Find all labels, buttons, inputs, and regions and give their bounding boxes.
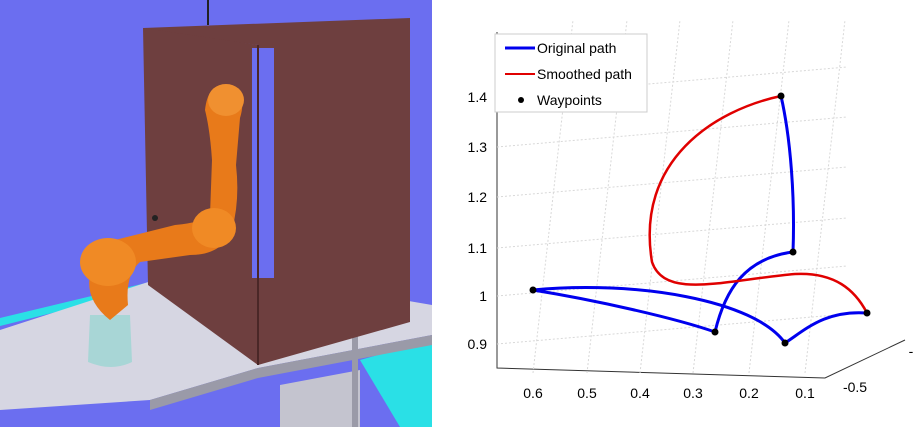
x-axis-ticks: 0.6 0.5 0.4 0.3 0.2 0.1 [523, 385, 815, 401]
robot-joint-elbow [192, 208, 236, 248]
legend-label-smoothed: Smoothed path [537, 66, 632, 82]
grid-line-z [496, 166, 848, 198]
y-tick-label: - [909, 343, 914, 359]
z-tick-label: 1 [479, 288, 487, 304]
legend-label-original: Original path [537, 40, 616, 56]
path-chart: 0.9 1 1.1 1.2 1.3 1.4 0.6 0.5 0.4 0.3 0.2 0.1 -0.5… [435, 0, 923, 427]
y-axis-ticks: -0.5 - [843, 343, 914, 395]
grid-line-x [639, 19, 681, 374]
grid-line-z [496, 265, 848, 297]
grid-line-x [804, 19, 846, 374]
waypoint-marker [529, 286, 537, 294]
y-tick-label: -0.5 [843, 379, 867, 395]
smoothed-path-segment [648, 94, 869, 314]
x-tick-label: 0.6 [523, 385, 543, 401]
grid-line-x [748, 19, 790, 374]
legend-label-waypoints: Waypoints [537, 92, 602, 108]
grid-line-z [496, 313, 848, 345]
waypoint-marker [789, 248, 797, 256]
x-tick-label: 0.5 [577, 385, 597, 401]
original-path-segment [713, 250, 794, 333]
z-axis-ticks: 0.9 1 1.1 1.2 1.3 1.4 [468, 89, 488, 352]
original-path-segment [532, 285, 787, 344]
original-path-segment [779, 95, 795, 253]
z-tick-label: 1.4 [468, 89, 488, 105]
waypoint-marker [711, 328, 719, 336]
original-path-segment [532, 288, 716, 334]
table-leg [352, 335, 358, 427]
door-panel [143, 18, 410, 365]
door-handle [152, 215, 158, 221]
floor-edge-right [360, 340, 432, 427]
grid-line-z [496, 217, 848, 249]
x-tick-label: 0.1 [795, 385, 815, 401]
z-tick-label: 1.2 [468, 189, 488, 205]
path-series [532, 94, 869, 345]
x-tick-label: 0.4 [630, 385, 650, 401]
robot-base [88, 315, 132, 367]
grid-line-z [496, 116, 848, 148]
robot-joint-top [208, 84, 244, 116]
x-tick-label: 0.2 [739, 385, 759, 401]
z-tick-label: 1.1 [468, 240, 488, 256]
legend: Original path Smoothed path Waypoints [494, 33, 648, 113]
table-block [280, 370, 360, 427]
waypoint-marker [863, 309, 871, 317]
waypoint-markers [529, 92, 871, 347]
robot-scene-image [0, 0, 432, 427]
waypoint-marker [781, 339, 789, 347]
grid-line-x [692, 19, 734, 374]
grid-line-z [496, 66, 848, 98]
legend-marker-waypoints [518, 97, 524, 103]
waypoint-marker [777, 92, 785, 100]
original-path-segment [784, 311, 868, 345]
x-tick-label: 0.3 [683, 385, 703, 401]
robot-joint-shoulder [80, 238, 136, 286]
door-opening [252, 48, 274, 278]
z-tick-label: 1.3 [468, 139, 488, 155]
table-edge [150, 335, 432, 410]
z-tick-label: 0.9 [468, 336, 488, 352]
